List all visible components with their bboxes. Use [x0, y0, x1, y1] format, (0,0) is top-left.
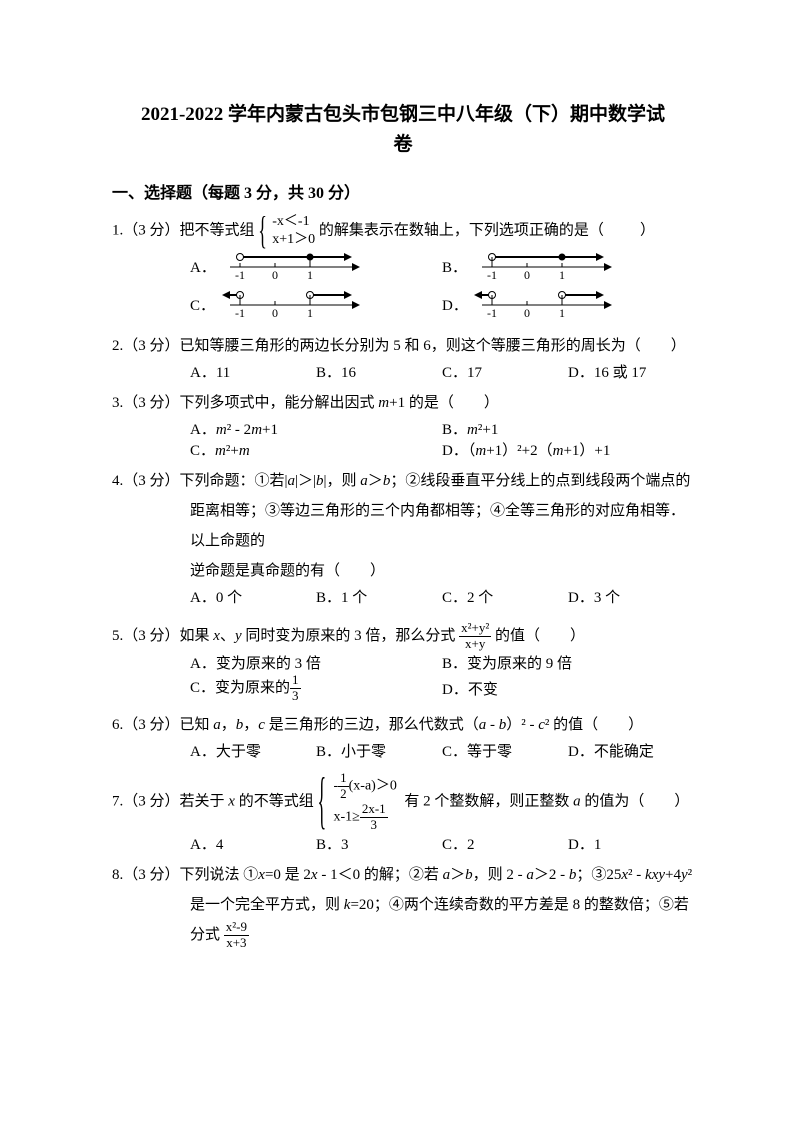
svg-text:-1: -1	[235, 268, 245, 282]
q3-options-row2: C．m²+m D．（m+1）²+2（m+1）+1	[112, 439, 694, 460]
svg-text:0: 0	[272, 268, 278, 282]
q4-line3: 逆命题是真命题的有（ ）	[112, 556, 694, 586]
q1-opt-a-label: A．	[190, 256, 220, 277]
q1-opt-c-label: C．	[190, 294, 220, 315]
q7-opt-a: A．4	[190, 833, 316, 854]
q2-opt-b: B．16	[316, 361, 442, 382]
q1-opt-b-label: B．	[442, 256, 472, 277]
q2-options: A．11 B．16 C．17 D．16 或 17	[112, 361, 694, 382]
question-3: 3.（3 分）下列多项式中，能分解出因式 m+1 的是（ ）	[112, 388, 694, 418]
title-line1: 2021-2022 学年内蒙古包头市包钢三中八年级（下）期中数学试	[112, 100, 694, 130]
q1-opt-a-numberline: -1 0 1	[220, 249, 360, 283]
q3-opt-c: C．m²+m	[190, 439, 442, 460]
question-5: 5.（3 分）如果 x、y 同时变为原来的 3 倍，那么分式 x²+y²x+y …	[112, 621, 694, 652]
q1-opt-c-numberline: -1 0 1	[220, 287, 360, 321]
q1-stem-a: 1.（3 分）把不等式组	[112, 222, 255, 238]
q1-opt-d-numberline: -1 0 1	[472, 287, 612, 321]
q4-line2: 距离相等；③等边三角形的三个内角都相等；④全等三角形的对应角相等．以上命题的	[112, 496, 694, 556]
svg-text:1: 1	[307, 306, 313, 320]
q5-options-row1: A．变为原来的 3 倍 B．变为原来的 9 倍	[112, 652, 694, 673]
q3-options-row1: A．m² - 2m+1 B．m²+1	[112, 418, 694, 439]
q3-opt-b: B．m²+1	[442, 418, 694, 439]
q6-opt-c: C．等于零	[442, 740, 568, 761]
q1-stem-b: 的解集表示在数轴上，下列选项正确的是（	[319, 222, 604, 238]
svg-text:1: 1	[559, 306, 565, 320]
q7-options: A．4 B．3 C．2 D．1	[112, 833, 694, 854]
q4-opt-d: D．3 个	[568, 586, 694, 607]
q4-opt-a: A．0 个	[190, 586, 316, 607]
q5-opt-d: D．不变	[442, 678, 694, 699]
q6-opt-d: D．不能确定	[568, 740, 694, 761]
q4-opt-c: C．2 个	[442, 586, 568, 607]
q8-fraction: x²-9x+3	[224, 920, 249, 951]
svg-text:0: 0	[524, 268, 530, 282]
q1-opt-b-numberline: -1 0 1	[472, 249, 612, 283]
q6-opt-b: B．小于零	[316, 740, 442, 761]
q3-opt-d: D．（m+1）²+2（m+1）+1	[442, 439, 694, 460]
svg-text:1: 1	[307, 268, 313, 282]
q7-opt-d: D．1	[568, 833, 694, 854]
svg-text:-1: -1	[235, 306, 245, 320]
svg-text:1: 1	[559, 268, 565, 282]
question-8: 8.（3 分）下列说法 ①x=0 是 2x - 1＜0 的解；②若 a＞b，则 …	[112, 860, 694, 890]
title-line2: 卷	[112, 130, 694, 160]
q5-opt-a: A．变为原来的 3 倍	[190, 652, 442, 673]
question-2: 2.（3 分）已知等腰三角形的两边长分别为 5 和 6，则这个等腰三角形的周长为…	[112, 331, 694, 361]
q1-options: A． -1 0 1 B． -1 0 1 C．	[112, 249, 694, 325]
svg-text:-1: -1	[487, 268, 497, 282]
q6-opt-a: A．大于零	[190, 740, 316, 761]
q7-opt-c: C．2	[442, 833, 568, 854]
q5-options-row2: C．变为原来的13 D．不变	[112, 673, 694, 704]
section-1-heading: 一、选择题（每题 3 分，共 30 分）	[112, 179, 694, 203]
q7-opt-b: B．3	[316, 833, 442, 854]
question-7: 7.（3 分）若关于 x 的不等式组 -12(x-a)＞0 x-1≥2x-13 …	[112, 771, 694, 833]
svg-text:0: 0	[272, 306, 278, 320]
question-1: 1.（3 分）把不等式组 -x＜-1 x+1＞0 的解集表示在数轴上，下列选项正…	[112, 213, 694, 249]
question-6: 6.（3 分）已知 a，b，c 是三角形的三边，那么代数式（a - b）² - …	[112, 710, 694, 740]
q7-system: -12(x-a)＞0 x-1≥2x-13	[317, 771, 396, 833]
q4-options: A．0 个 B．1 个 C．2 个 D．3 个	[112, 586, 694, 607]
q4-opt-b: B．1 个	[316, 586, 442, 607]
q6-options: A．大于零 B．小于零 C．等于零 D．不能确定	[112, 740, 694, 761]
q8-line2: 是一个完全平方式，则 k=20；④两个连续奇数的平方差是 8 的整数倍；⑤若分式…	[112, 890, 694, 951]
svg-text:-1: -1	[487, 306, 497, 320]
q5-fraction: x²+y²x+y	[459, 621, 491, 652]
q2-opt-d: D．16 或 17	[568, 361, 694, 382]
question-4: 4.（3 分）下列命题：①若|a|＞|b|，则 a＞b；②线段垂直平分线上的点到…	[112, 466, 694, 496]
q5-opt-c: C．变为原来的13	[190, 673, 442, 704]
q5-opt-b: B．变为原来的 9 倍	[442, 652, 694, 673]
q1-opt-d-label: D．	[442, 294, 472, 315]
q2-opt-a: A．11	[190, 361, 316, 382]
q1-system: -x＜-1 x+1＞0	[258, 213, 315, 249]
q2-opt-c: C．17	[442, 361, 568, 382]
svg-text:0: 0	[524, 306, 530, 320]
q3-opt-a: A．m² - 2m+1	[190, 418, 442, 439]
